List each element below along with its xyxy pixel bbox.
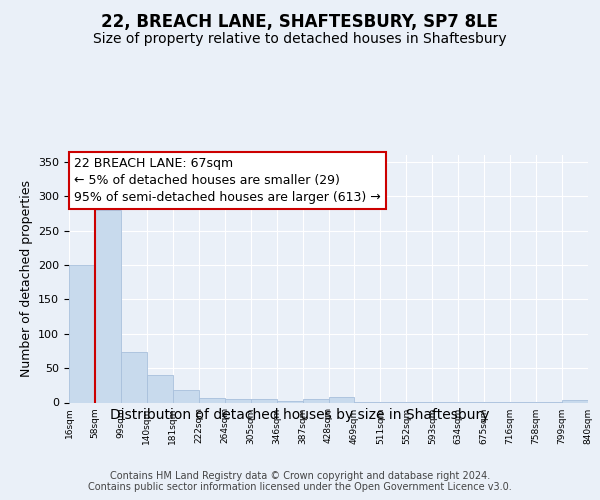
Text: Size of property relative to detached houses in Shaftesbury: Size of property relative to detached ho… <box>93 32 507 46</box>
Bar <box>69 265 95 402</box>
Bar <box>277 401 302 402</box>
Bar <box>121 352 147 403</box>
Bar <box>302 399 329 402</box>
Bar <box>199 398 224 402</box>
Bar <box>562 400 588 402</box>
Bar <box>173 390 199 402</box>
Bar <box>251 399 277 402</box>
Text: 22 BREACH LANE: 67sqm
← 5% of detached houses are smaller (29)
95% of semi-detac: 22 BREACH LANE: 67sqm ← 5% of detached h… <box>74 158 381 204</box>
Bar <box>147 375 173 402</box>
Text: Distribution of detached houses by size in Shaftesbury: Distribution of detached houses by size … <box>110 408 490 422</box>
Bar <box>95 210 121 402</box>
Bar <box>225 399 251 402</box>
Text: Contains HM Land Registry data © Crown copyright and database right 2024.
Contai: Contains HM Land Registry data © Crown c… <box>88 471 512 492</box>
Y-axis label: Number of detached properties: Number of detached properties <box>20 180 32 377</box>
Bar <box>329 397 355 402</box>
Text: 22, BREACH LANE, SHAFTESBURY, SP7 8LE: 22, BREACH LANE, SHAFTESBURY, SP7 8LE <box>101 12 499 30</box>
